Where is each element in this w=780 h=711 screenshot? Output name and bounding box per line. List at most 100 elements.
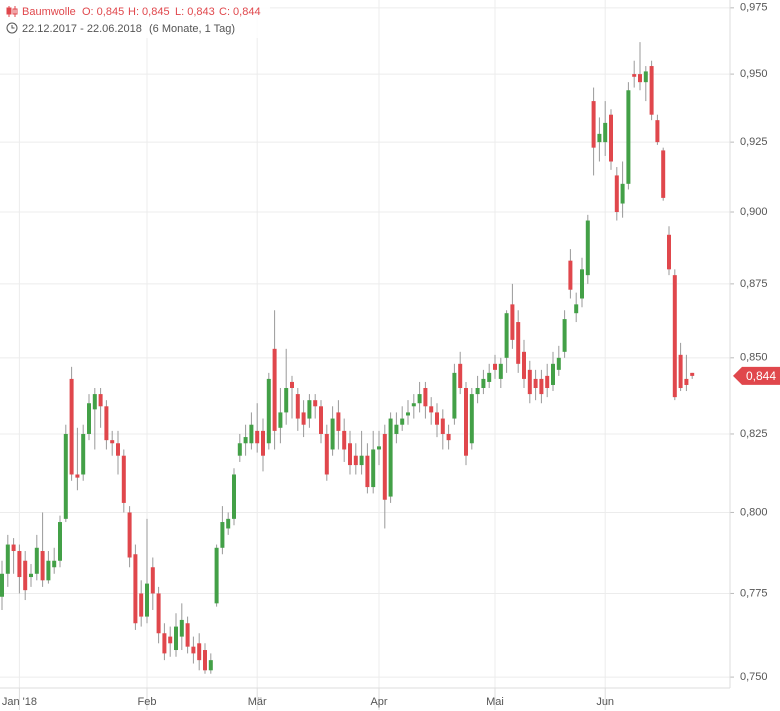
candle-body xyxy=(307,400,312,419)
candle-body xyxy=(272,348,277,431)
candle-body xyxy=(150,567,155,594)
candle-body xyxy=(446,433,451,441)
candle-body xyxy=(290,381,294,389)
candle-body xyxy=(382,433,387,500)
candle-body xyxy=(533,378,538,389)
candle-body xyxy=(464,388,468,456)
candle-body xyxy=(121,455,126,503)
candle-body xyxy=(69,378,74,475)
candle-body xyxy=(168,636,173,644)
y-tick-label: 0,850 xyxy=(740,352,768,364)
candle-body xyxy=(197,643,202,661)
x-tick-label: Jun xyxy=(596,696,614,708)
y-tick-label: 0,900 xyxy=(740,206,768,218)
candle-body xyxy=(295,394,300,419)
candle-body xyxy=(145,583,149,617)
candle-body xyxy=(417,394,422,404)
candle-body xyxy=(435,412,439,425)
candle-body xyxy=(214,547,219,604)
candle-body xyxy=(597,133,602,143)
candle-body xyxy=(353,455,358,466)
candle-body xyxy=(539,378,544,395)
candle-body xyxy=(87,403,91,434)
candle-body xyxy=(52,560,57,568)
x-tick-label: Apr xyxy=(370,696,387,708)
candle-body xyxy=(179,619,184,637)
clock-icon xyxy=(6,22,18,34)
y-tick-label: 0,750 xyxy=(740,671,768,683)
candle-body xyxy=(487,372,492,382)
candle-body xyxy=(638,74,642,83)
candle-body xyxy=(394,424,399,434)
candle-body xyxy=(504,313,509,358)
candle-body xyxy=(208,660,213,671)
candles xyxy=(0,42,695,674)
candle-body xyxy=(672,275,677,398)
candle-body xyxy=(92,394,97,410)
header-bg xyxy=(0,0,270,38)
candle-body xyxy=(226,518,231,529)
candle-body xyxy=(191,646,196,654)
candle-body xyxy=(104,406,109,441)
candle-body xyxy=(614,175,619,213)
candle-body xyxy=(661,150,666,198)
candle-body xyxy=(406,412,410,416)
candle-body xyxy=(348,443,352,466)
candle-body xyxy=(133,554,138,624)
candle-body xyxy=(498,363,503,379)
date-range: 22.12.2017 - 22.06.2018 xyxy=(22,23,142,35)
candle-body xyxy=(481,378,486,389)
candle-body xyxy=(551,363,555,385)
candle-body xyxy=(632,74,637,77)
candle-body xyxy=(643,71,648,83)
candle-body xyxy=(655,120,660,143)
candle-body xyxy=(626,90,631,184)
candle-body xyxy=(603,122,608,143)
candle-body xyxy=(516,322,521,364)
candle-body xyxy=(249,424,254,444)
candle-body xyxy=(591,101,596,148)
ohlc-high: H: 0,845 xyxy=(128,6,170,18)
candle-body xyxy=(452,372,457,419)
candle-body xyxy=(377,446,381,450)
candle-body xyxy=(29,573,33,578)
candle-body xyxy=(98,394,103,407)
candle-body xyxy=(232,474,236,519)
candle-body xyxy=(58,522,62,561)
candle-body xyxy=(342,430,347,450)
candle-body xyxy=(440,418,445,434)
candle-body xyxy=(156,593,161,634)
candle-body xyxy=(139,593,144,617)
candle-body xyxy=(388,418,393,497)
x-tick-label: Mär xyxy=(248,696,267,708)
candle-body xyxy=(110,440,115,444)
candle-body xyxy=(75,474,80,478)
x-tick-label: Mai xyxy=(486,696,504,708)
candle-body xyxy=(127,512,132,558)
y-tick-label: 0,975 xyxy=(740,2,768,14)
candle-body xyxy=(365,455,370,488)
x-tick-label: Jan '18 xyxy=(2,696,37,708)
candle-body xyxy=(458,363,463,389)
candle-body xyxy=(301,412,306,425)
candle-body xyxy=(493,363,497,370)
candle-body xyxy=(330,418,335,450)
candle-body xyxy=(684,378,689,385)
candle-body xyxy=(469,394,474,444)
ohlc-open: O: 0,845 xyxy=(82,6,124,18)
last-price-label: 0,844 xyxy=(746,369,776,383)
candle-body xyxy=(556,357,561,370)
candle-body xyxy=(371,449,376,488)
candle-body xyxy=(284,388,289,413)
period: (6 Monate, 1 Tag) xyxy=(149,23,235,35)
ohlc-low: L: 0,843 xyxy=(175,6,215,18)
candle-body xyxy=(568,260,573,290)
candle-body xyxy=(11,544,16,552)
candle-body xyxy=(203,650,207,671)
candle-body xyxy=(0,573,4,597)
candle-body xyxy=(220,522,225,548)
candle-body xyxy=(585,220,590,276)
candle-body xyxy=(174,626,178,651)
